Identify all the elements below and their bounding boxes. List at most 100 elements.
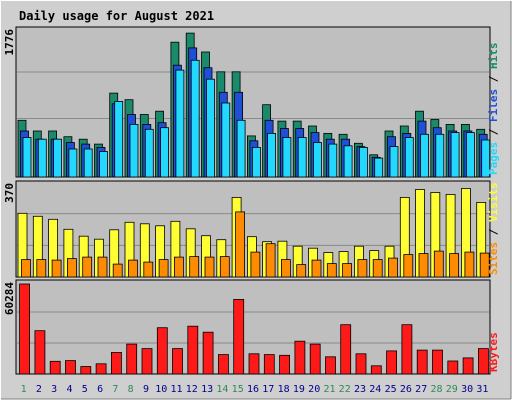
pages-bar-day-19 [297, 137, 307, 178]
kbytes-bar-day-13 [202, 331, 214, 375]
sites-bar-day-28 [433, 250, 444, 278]
day-label-29: 29 [446, 384, 458, 395]
day-label-16: 16 [247, 384, 259, 395]
chart-title: Daily usage for August 2021 [19, 9, 214, 23]
pages-bar-day-27 [420, 133, 429, 178]
kbytes-bar-day-14 [217, 354, 229, 375]
sites-bar-day-26 [403, 254, 414, 278]
day-label-11: 11 [170, 384, 182, 395]
day-label-18: 18 [278, 384, 290, 395]
sites-bar-day-23 [357, 259, 368, 278]
legend-pages: Pages [487, 142, 500, 175]
visits-sites-bars [17, 188, 490, 278]
sites-bar-day-4 [67, 258, 77, 278]
kbytes-bar-day-6 [95, 363, 107, 375]
legend-files: Files [487, 89, 500, 122]
kbytes-bar-day-16 [248, 353, 260, 375]
pages-bar-day-16 [251, 146, 261, 178]
pages-bar-day-10 [160, 127, 170, 178]
pages-bar-day-24 [374, 157, 384, 178]
sites-bar-day-15 [235, 211, 246, 278]
sites-bar-day-25 [388, 257, 398, 278]
pages-bar-day-5 [83, 148, 93, 178]
pages-bar-day-31 [481, 139, 491, 178]
pages-bar-day-3 [53, 138, 62, 178]
pages-bar-day-2 [37, 138, 47, 178]
sites-bar-day-14 [219, 256, 230, 278]
pages-bar-day-4 [68, 148, 78, 178]
pages-bar-day-8 [129, 124, 139, 178]
sites-bar-day-30 [464, 251, 475, 278]
day-label-22: 22 [339, 384, 351, 395]
hits-files-pages-legend: Pages / Files / Hits [487, 43, 500, 176]
kbytes-bar-day-7 [111, 351, 122, 375]
pages-bar-day-30 [465, 132, 475, 178]
day-label-26: 26 [400, 384, 412, 395]
kbytes-bar-day-12 [187, 325, 199, 375]
visits-sites-panel: 370 Sites / Visits [3, 180, 500, 278]
kbytes-bar-day-4 [65, 360, 76, 375]
sites-bar-day-7 [112, 263, 123, 278]
kbytes-ymax-label: 60284 [3, 282, 16, 315]
kbytes-bar-day-15 [233, 298, 245, 375]
kbytes-bar-day-11 [172, 348, 183, 375]
kbytes-bar-day-24 [370, 365, 382, 375]
sites-bar-day-18 [280, 259, 291, 278]
day-label-19: 19 [293, 384, 305, 395]
kbytes-bar-day-18 [279, 354, 291, 375]
sites-bar-day-29 [449, 253, 460, 278]
pages-bar-day-7 [114, 101, 124, 178]
kbytes-bar-day-30 [462, 357, 474, 375]
kbytes-bar-day-31 [477, 348, 489, 375]
sites-bar-day-13 [204, 256, 215, 278]
sites-bar-day-12 [189, 256, 200, 278]
pages-bar-day-28 [435, 133, 445, 178]
legend-kbytes: KBytes [487, 332, 500, 372]
sites-bar-day-24 [372, 259, 383, 278]
kbytes-bar-day-21 [325, 356, 336, 375]
day-label-10: 10 [155, 384, 167, 395]
day-label-4: 4 [66, 384, 72, 395]
kbytes-legend: KBytes [487, 332, 500, 372]
kbytes-bar-day-23 [355, 353, 367, 375]
day-label-8: 8 [128, 384, 134, 395]
day-label-14: 14 [216, 384, 228, 395]
kbytes-bar-day-19 [294, 340, 306, 375]
day-label-6: 6 [97, 384, 103, 395]
sites-bar-day-6 [97, 256, 108, 278]
pages-bar-day-6 [99, 151, 108, 178]
sites-bar-day-27 [418, 253, 429, 278]
day-label-12: 12 [186, 384, 198, 395]
kbytes-bar-day-3 [49, 360, 61, 375]
pages-bar-day-21 [328, 143, 338, 178]
hits-files-pages-panel: 1776 Pages / Files / Hits [3, 26, 500, 178]
legend-sites: Sites [487, 242, 500, 275]
kbytes-bar-day-28 [432, 349, 443, 375]
day-label-27: 27 [415, 384, 427, 395]
day-label-13: 13 [201, 384, 213, 395]
kbytes-bar-day-22 [340, 324, 352, 375]
day-label-20: 20 [308, 384, 320, 395]
kbytes-bar-day-29 [447, 360, 459, 375]
day-label-24: 24 [369, 384, 381, 395]
pages-bar-day-15 [236, 119, 246, 178]
day-label-25: 25 [385, 384, 397, 395]
pages-bar-day-29 [450, 132, 460, 178]
sites-bar-day-1 [21, 259, 31, 278]
sites-bar-day-8 [128, 259, 138, 278]
sites-bar-day-10 [158, 259, 169, 278]
kbytes-bar-day-26 [401, 324, 413, 375]
kbytes-panel: 60284 KBytes [3, 279, 500, 375]
pages-bar-day-1 [22, 137, 32, 178]
kbytes-bar-day-27 [416, 349, 428, 375]
day-label-1: 1 [21, 384, 27, 395]
legend-sep: / [487, 69, 500, 89]
pages-bar-day-14 [221, 102, 231, 178]
pages-bar-day-25 [389, 146, 399, 178]
sites-bar-day-3 [51, 259, 62, 278]
sites-bar-day-2 [36, 259, 47, 278]
pages-bar-day-20 [313, 142, 322, 178]
pages-bar-day-9 [144, 128, 154, 178]
hits-files-pages-bars [17, 32, 491, 178]
